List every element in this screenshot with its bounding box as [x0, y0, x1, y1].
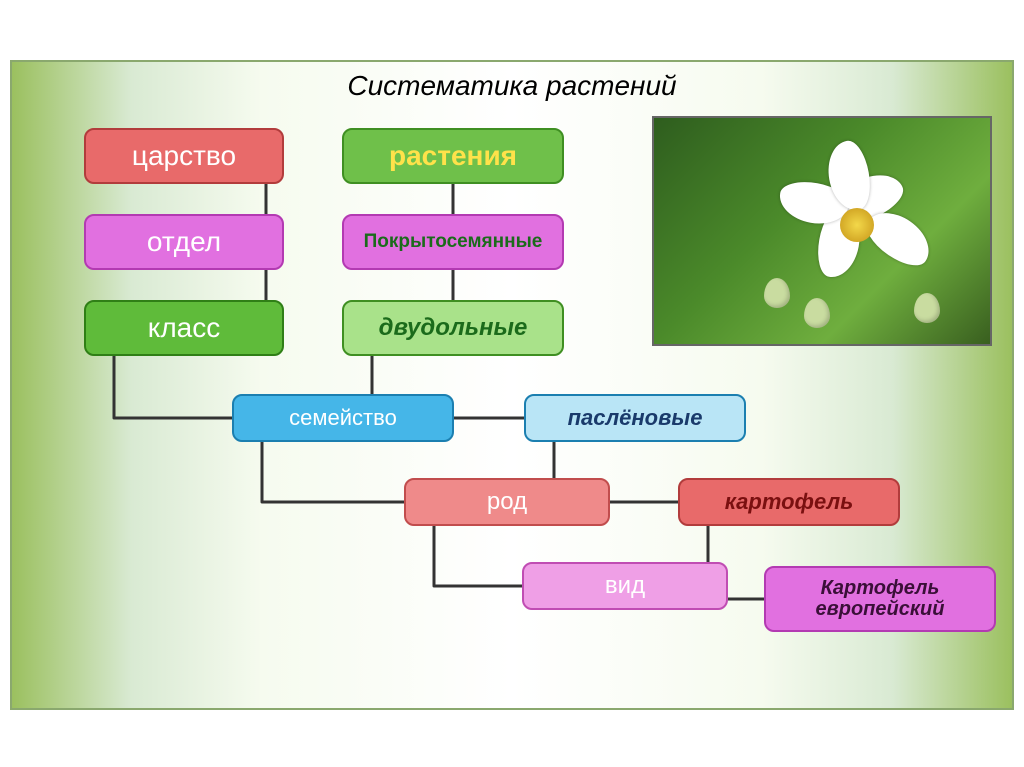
slide: Систематика растений царство растения отде…: [10, 60, 1014, 710]
node-class-label: класс: [84, 300, 284, 356]
node-kingdom-label: царство: [84, 128, 284, 184]
plant-photo: [652, 116, 992, 346]
node-class-value: двудольные: [342, 300, 564, 356]
stage: Систематика растений царство растения отде…: [0, 0, 1024, 767]
photo-scene: [654, 118, 990, 344]
node-division-value: Покрытосемянные: [342, 214, 564, 270]
flower-center: [840, 208, 874, 242]
flower-bud: [804, 298, 830, 328]
node-species-label: вид: [522, 562, 728, 610]
node-species-value: Картофель европейский: [764, 566, 996, 632]
node-genus-value: картофель: [678, 478, 900, 526]
node-division-label: отдел: [84, 214, 284, 270]
flower-bud: [764, 278, 790, 308]
node-genus-label: род: [404, 478, 610, 526]
diagram-title: Систематика растений: [12, 70, 1012, 102]
node-kingdom-value: растения: [342, 128, 564, 184]
flower-bud: [914, 293, 940, 323]
node-family-value: паслёновые: [524, 394, 746, 442]
node-family-label: семейство: [232, 394, 454, 442]
